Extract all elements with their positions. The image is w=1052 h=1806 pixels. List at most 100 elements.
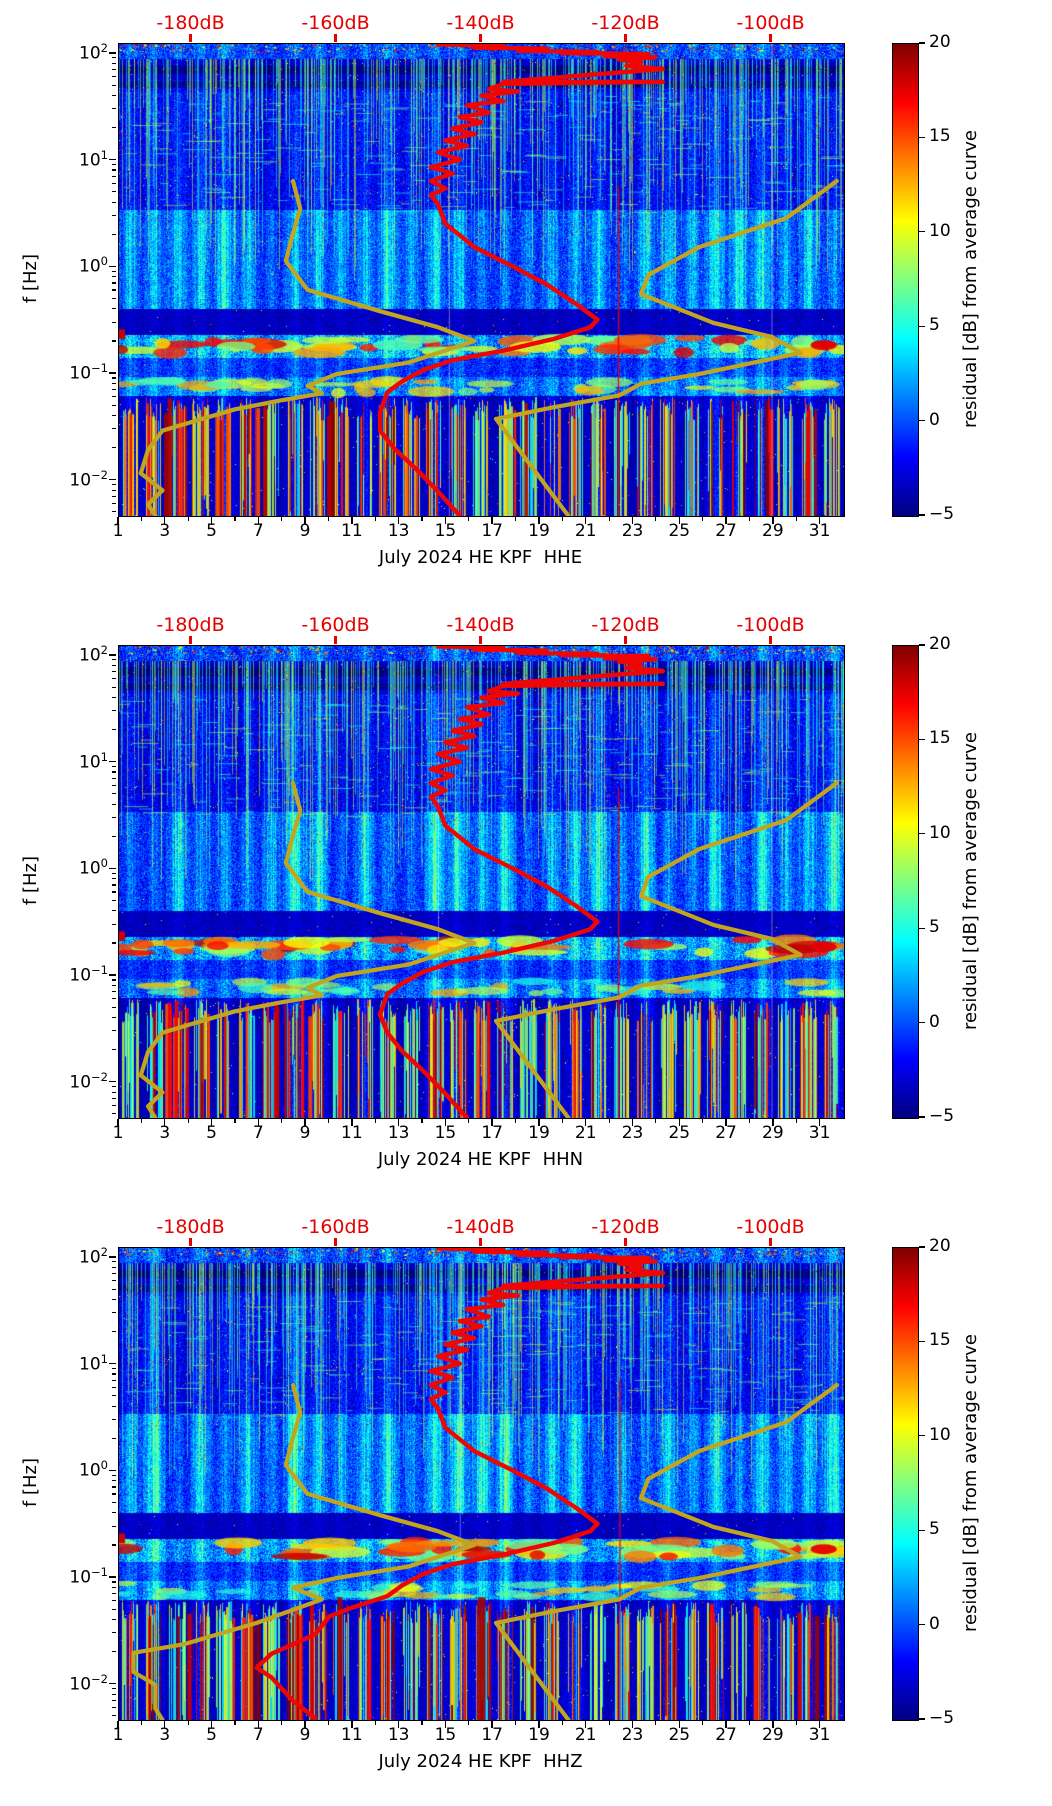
y-axis-label: f [Hz] <box>12 43 48 515</box>
x-tick-label: 27 <box>715 1123 737 1143</box>
colorbar-tick-label: 15 <box>929 126 951 147</box>
colorbar-label-text: residual [dB] from average curve <box>959 731 981 1031</box>
y-minor-tick <box>112 1104 116 1107</box>
colorbar-hhn <box>892 645 919 1119</box>
spectrogram-plot-hhn <box>118 645 845 1119</box>
y-major-tick <box>109 1576 116 1578</box>
top-dB-tick <box>479 636 482 644</box>
top-dB-label: -120dB <box>591 1216 660 1238</box>
y-minor-tick <box>112 1699 116 1701</box>
x-minor-tick <box>327 517 330 521</box>
y-tick-label: 10−1 <box>69 963 108 986</box>
x-major-tick <box>538 1721 540 1728</box>
x-tick-label: 11 <box>341 1123 363 1143</box>
colorbar-tick-label: 0 <box>929 1613 940 1634</box>
y-minor-tick <box>112 816 116 819</box>
x-tick-label: 13 <box>387 1123 410 1143</box>
y-minor-tick <box>112 511 116 513</box>
y-minor-tick <box>112 664 116 666</box>
y-minor-tick <box>112 164 116 166</box>
x-minor-tick <box>702 517 704 521</box>
top-dB-tick <box>769 34 772 42</box>
y-major-tick <box>109 1683 116 1685</box>
x-major-tick <box>678 1721 680 1728</box>
y-major-tick <box>109 1081 116 1083</box>
x-tick-label: 15 <box>434 1123 457 1143</box>
top-dB-tick <box>769 636 772 644</box>
x-major-tick <box>164 1119 166 1126</box>
colorbar-tick-label: 20 <box>929 32 951 52</box>
y-minor-tick <box>112 282 116 284</box>
y-minor-tick <box>112 1480 116 1482</box>
x-tick-label: 17 <box>481 1123 503 1143</box>
x-tick-label: 7 <box>252 1123 264 1143</box>
high-noise-model-curve <box>493 1382 839 1720</box>
y-minor-tick <box>112 1715 116 1717</box>
colorbar-tick <box>919 1529 925 1531</box>
colorbar-tick <box>919 1435 925 1437</box>
y-minor-tick <box>112 175 116 177</box>
y-tick-label: 101 <box>79 749 108 773</box>
top-dB-label: -120dB <box>591 614 660 636</box>
x-tick-label: 23 <box>621 1123 644 1143</box>
spectrogram-plot-hhz <box>118 1247 845 1721</box>
x-major-tick <box>818 517 821 524</box>
x-major-tick <box>538 517 540 524</box>
y-minor-tick <box>112 1086 116 1088</box>
y-minor-tick <box>112 1632 116 1634</box>
top-dB-label: -160dB <box>301 614 370 636</box>
y-minor-tick <box>112 1600 116 1602</box>
y-minor-tick <box>112 766 116 768</box>
y-minor-tick <box>112 127 116 129</box>
x-tick-label: 21 <box>574 1725 597 1745</box>
x-major-tick <box>585 517 587 524</box>
x-major-tick <box>164 1721 166 1728</box>
x-major-tick <box>397 1119 400 1126</box>
colorbar-tick <box>919 1021 925 1024</box>
x-tick-label: 13 <box>387 1725 410 1745</box>
colorbar-hhe <box>892 43 919 517</box>
x-major-tick <box>491 1119 493 1126</box>
x-minor-tick <box>140 1119 142 1123</box>
top-dB-tick <box>334 34 337 42</box>
y-minor-tick <box>112 1486 116 1488</box>
colorbar-tick <box>919 1116 925 1118</box>
y-tick-label: 10−2 <box>69 467 108 491</box>
x-tick-label: 31 <box>808 1123 831 1143</box>
x-major-tick <box>397 1721 400 1728</box>
x-tick-label: 27 <box>715 1725 737 1745</box>
y-minor-tick <box>112 670 116 673</box>
x-minor-tick <box>468 1721 470 1725</box>
y-minor-tick <box>112 382 116 385</box>
top-dB-tick <box>334 1238 337 1246</box>
colorbar-tick-label: 10 <box>929 822 951 843</box>
x-tick-label: 15 <box>434 521 457 541</box>
x-minor-tick <box>187 517 189 521</box>
colorbar-tick <box>919 644 925 646</box>
y-minor-tick <box>112 396 116 398</box>
colorbar-label-text: residual [dB] from average curve <box>959 1333 981 1633</box>
x-tick-label: 5 <box>206 521 217 541</box>
colorbar-tick-label: −5 <box>929 1106 955 1126</box>
colorbar-hhz <box>892 1247 919 1721</box>
x-major-tick <box>351 517 353 524</box>
x-major-tick <box>444 1119 447 1126</box>
x-tick-label: 21 <box>574 521 597 541</box>
colorbar-label-hhn: residual [dB] from average curve <box>952 645 988 1117</box>
top-dB-label: -160dB <box>301 1216 370 1238</box>
y-minor-tick <box>112 414 116 417</box>
y-tick-label: 10−1 <box>69 361 108 384</box>
top-dB-tick <box>189 1238 192 1246</box>
x-major-tick <box>164 517 166 524</box>
colorbar-tick-label: −5 <box>929 504 955 524</box>
colorbar-tick-label: 15 <box>929 1330 951 1351</box>
x-tick-label: 25 <box>668 521 691 541</box>
high-noise-model-curve <box>493 178 839 516</box>
y-major-tick <box>109 761 116 763</box>
y-axis-label: f [Hz] <box>12 1247 48 1719</box>
x-minor-tick <box>748 1721 751 1725</box>
x-minor-tick <box>514 1119 517 1123</box>
colorbar-tick <box>919 1623 925 1626</box>
x-major-tick <box>397 517 400 524</box>
colorbar-tick <box>919 231 925 233</box>
